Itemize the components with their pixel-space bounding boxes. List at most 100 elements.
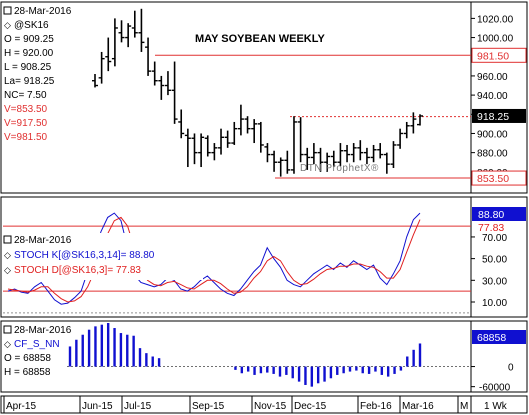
cot-bar <box>393 366 396 374</box>
ohlc-bar <box>403 121 410 139</box>
price-info-line: V=981.50 <box>4 132 48 143</box>
ohlc-bar <box>244 116 251 134</box>
cot-bar <box>100 324 104 367</box>
x-tick-label: M <box>460 401 468 412</box>
ohlc-bar <box>271 150 278 172</box>
stoch-k-tag-label: 88.80 <box>478 209 504 221</box>
cot-bar <box>285 366 288 375</box>
interval-label[interactable]: 1 Wk <box>484 401 508 412</box>
cot-bar <box>253 366 256 375</box>
watermark: DTN ProphetX® <box>300 163 379 174</box>
ohlc-bar <box>257 121 264 153</box>
cot-bars <box>68 323 422 387</box>
cot-bar <box>399 366 403 371</box>
price-info-line: O = 909.25 <box>4 34 54 45</box>
price-info-line: La= 918.25 <box>4 76 55 87</box>
cot-info-box: 28-Mar-2016 ◇ CF_S_NN O = 68858 H = 6885… <box>3 323 72 381</box>
ohlc-bar <box>111 18 118 67</box>
ohlc-bar <box>330 150 337 168</box>
cot-bar <box>240 366 244 374</box>
cot-bar <box>151 356 154 367</box>
stoch-k-legend: STOCH K[@SK16,3,14]= 88.80 <box>14 250 155 261</box>
x-tick-label: Sep-15 <box>192 401 225 412</box>
cot-bar <box>145 353 148 367</box>
cot-y-tick-label: 0 <box>508 363 514 374</box>
price-info-box: 28-Mar-2016 ◇ @SK16 O = 909.25 H = 920.00… <box>3 4 72 152</box>
ohlc-bar <box>138 8 145 52</box>
price-y-tick-label: 1000.00 <box>477 34 514 45</box>
cot-last-tag-label: 68858 <box>477 332 506 344</box>
price-axis-frame <box>470 1 528 194</box>
cot-bar <box>75 339 78 367</box>
price-level-tag-label: 981.50 <box>477 50 509 62</box>
price-y-tick-label: 900.00 <box>477 129 508 140</box>
ohlc-bar <box>178 109 185 139</box>
cot-bar <box>119 333 123 367</box>
x-tick-label: Mar-16 <box>402 401 434 412</box>
price-level-tag-label: 853.50 <box>477 173 509 185</box>
cot-bar <box>412 349 415 367</box>
ohlc-bar <box>284 150 291 174</box>
cot-bar <box>234 366 237 370</box>
cot-bar <box>361 366 364 374</box>
cot-bar <box>113 328 116 367</box>
ohlc-bar <box>218 128 225 155</box>
ohlc-bar <box>264 143 271 163</box>
price-date-label: 28-Mar-2016 <box>14 6 72 17</box>
ohlc-bar <box>158 75 165 100</box>
interval-box[interactable] <box>470 395 528 414</box>
cot-bar <box>342 366 345 374</box>
ohlc-bar <box>390 141 397 168</box>
cot-bar <box>138 348 142 367</box>
price-chart-title: MAY SOYBEAN WEEKLY <box>195 33 325 45</box>
cot-bar <box>316 366 320 384</box>
date-marker-square <box>3 6 12 15</box>
x-tick-label: Apr-15 <box>6 401 36 412</box>
cot-panel-frame <box>0 320 472 393</box>
cot-bar <box>157 358 161 367</box>
ohlc-bar <box>118 20 125 43</box>
series-marker-diamond: ◇ <box>4 20 11 30</box>
price-info-line: V=853.50 <box>4 104 48 115</box>
ohlc-bar <box>357 140 364 161</box>
x-tick-label: Nov-15 <box>254 401 287 412</box>
date-marker-square <box>3 325 12 334</box>
x-tick-label: Jul-15 <box>124 401 152 412</box>
last-price-tag-label: 918.25 <box>477 111 509 123</box>
ohlc-bar <box>310 143 317 165</box>
cot-series-label: CF_S_NN <box>14 339 60 350</box>
cot-bar <box>348 366 352 372</box>
cot-bar <box>418 343 422 367</box>
cot-bar <box>323 366 326 382</box>
ohlc-bar <box>377 143 384 159</box>
cot-series-marker: ◇ <box>4 339 11 349</box>
cot-bar <box>126 334 129 367</box>
price-panel-frame <box>0 1 472 194</box>
price-y-tick-label: 960.00 <box>477 72 508 83</box>
cot-bar <box>386 366 390 377</box>
stoch-d-marker: ◇ <box>4 265 11 275</box>
cot-bar <box>68 346 72 367</box>
price-level-tag <box>471 47 527 63</box>
ohlc-bar <box>317 147 324 172</box>
stoch-d-legend: STOCH D[@SK16,3]= 77.83 <box>14 265 141 276</box>
stoch-y-tick-label: 70.00 <box>482 233 507 244</box>
ohlc-bar <box>350 143 357 163</box>
cot-bar <box>278 366 282 377</box>
ohlc-bar <box>171 61 178 124</box>
ohlc-bar <box>231 121 238 145</box>
price-level-tag <box>471 170 527 186</box>
stoch-y-tick-label: 10.00 <box>482 298 507 309</box>
cot-bar <box>87 329 91 367</box>
ohlc-bar <box>211 143 218 161</box>
stoch-k-marker: ◇ <box>4 250 11 260</box>
cot-bar <box>272 366 275 374</box>
price-info-line: NC= 7.50 <box>4 90 47 101</box>
last-price-tag <box>472 108 526 123</box>
cot-bar <box>259 366 263 374</box>
ohlc-bar <box>297 117 304 163</box>
stoch-d-tag-label: 77.83 <box>478 222 504 234</box>
ohlc-bar <box>125 23 132 48</box>
cot-bar <box>132 335 135 367</box>
